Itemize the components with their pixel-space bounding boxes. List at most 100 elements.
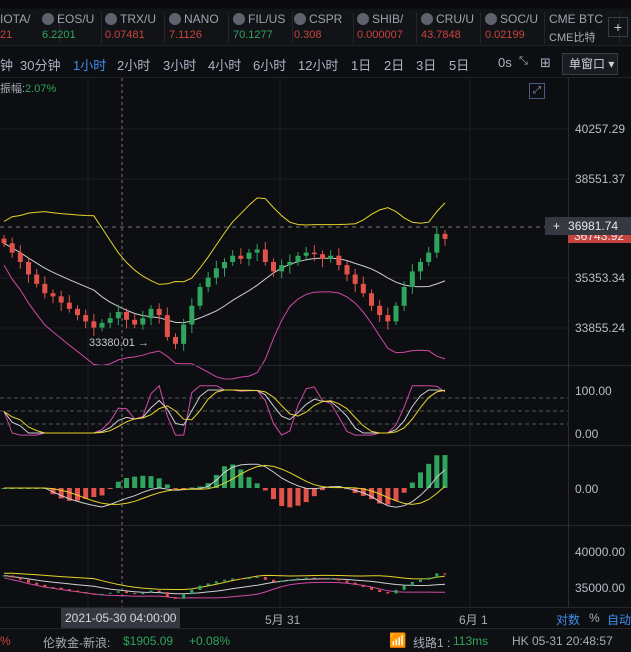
macd-histogram-bar <box>132 476 138 488</box>
coin-icon <box>485 13 497 25</box>
candle-body <box>360 283 366 294</box>
macd-histogram-bar <box>173 488 178 489</box>
ticker-price: 43.7848 <box>421 29 461 41</box>
candle-body <box>148 308 154 319</box>
candle-body <box>336 255 342 266</box>
mini-candle <box>378 589 382 593</box>
candle-body <box>222 261 227 269</box>
ticker-item[interactable]: FIL/US 70.1277 <box>229 12 293 44</box>
clock: HK 05-31 20:48:57 <box>512 634 613 648</box>
candle-body <box>262 249 268 262</box>
add-ticker-button[interactable]: + <box>608 17 628 37</box>
timeframe-tab[interactable]: 4小时 <box>208 58 242 73</box>
timeframe-tab[interactable]: 1小时 <box>73 58 107 73</box>
ticker-item[interactable]: CME BTC CME比特 <box>545 12 620 44</box>
timeframe-tab[interactable]: 钟 <box>0 58 14 73</box>
price-tick: 40257.29 <box>575 122 626 136</box>
auto-scale-toggle[interactable]: 自动 <box>607 613 631 627</box>
timeframe-tab[interactable]: 2小时 <box>117 58 151 73</box>
ticker-item[interactable]: CSPR 0.308 <box>290 12 354 44</box>
percent-scale-toggle[interactable]: % <box>589 611 600 625</box>
ticker-name: NANO <box>169 12 228 26</box>
lower-band-line <box>3 264 446 380</box>
compress-icon[interactable]: ⤡ <box>519 55 528 67</box>
osc-tick: 0.00 <box>575 427 599 441</box>
candle-body <box>115 311 121 319</box>
add-window-icon[interactable]: ⊞ <box>540 55 551 70</box>
mini-candle <box>76 590 79 593</box>
ticker-item[interactable]: IOTA/21 <box>0 12 60 44</box>
ticker-price: 70.1277 <box>233 29 273 41</box>
candle-body <box>344 265 350 275</box>
macd-histogram-bar <box>107 488 113 489</box>
mini-candle <box>427 577 431 580</box>
window-top-strip <box>0 0 631 8</box>
wifi-icon: 📶 <box>389 632 407 648</box>
time-tick: 5月 31 <box>265 613 301 627</box>
ticker-name: FIL/US <box>233 12 292 26</box>
mini-candle <box>27 579 30 583</box>
timeframe-tab[interactable]: 12小时 <box>298 58 339 73</box>
window-mode-select[interactable]: 单窗口 ▾ <box>562 53 618 75</box>
candle-body <box>58 296 64 303</box>
candle-body <box>238 255 244 259</box>
low-price-marker: 33380.01 → <box>89 337 149 349</box>
amplitude-value: 2.07% <box>25 83 57 95</box>
pane-divider <box>0 445 631 446</box>
log-scale-toggle[interactable]: 对数 <box>556 613 581 627</box>
ticker-symbol: TRX/U <box>120 12 156 26</box>
middle-band-line <box>3 242 446 324</box>
macd-histogram-bar <box>369 488 374 500</box>
candle-body <box>156 308 162 316</box>
ticker-symbol: CSPR <box>309 12 343 26</box>
candle-body <box>426 252 432 262</box>
candle-body <box>9 243 15 253</box>
macd-histogram-bar <box>279 488 285 507</box>
ticker-name: IOTA/ <box>0 12 59 26</box>
ticker-item[interactable]: EOS/U 6.2201 <box>38 12 102 44</box>
ticker-symbol: EOS/U <box>57 12 95 26</box>
ticker-item[interactable]: TRX/U 0.07481 <box>101 12 165 44</box>
crosshair-time: 2021-05-30 04:00:00 <box>61 608 181 628</box>
macd-histogram-bar <box>393 488 399 501</box>
candle-body <box>107 318 113 323</box>
macd-histogram-bar <box>442 455 448 488</box>
macd-tick: 0.00 <box>575 482 599 496</box>
timeframe-tab[interactable]: 5日 <box>449 58 470 73</box>
candle-body <box>1 238 7 244</box>
coin-icon <box>42 13 54 25</box>
mini-candle <box>419 579 422 582</box>
macd-histogram-bar <box>222 466 227 488</box>
timeframe-tab[interactable]: 30分钟 <box>20 58 61 73</box>
ticker-price: 0.000007 <box>357 29 403 41</box>
gold-label: 伦敦金-新浪: <box>43 636 111 650</box>
mini-candle <box>149 590 153 593</box>
ticker-item[interactable]: SHIB/0.000007 <box>353 12 417 44</box>
amplitude-label: 振幅: <box>0 83 26 95</box>
chart-canvas[interactable] <box>0 0 631 607</box>
timeframe-tab[interactable]: 6小时 <box>253 58 287 73</box>
gold-change: +0.08% <box>189 634 231 648</box>
timeframe-tab[interactable]: 3日 <box>416 58 437 73</box>
timeframe-tab[interactable]: 3小时 <box>163 58 197 73</box>
candle-body <box>66 302 72 309</box>
macd-histogram-bar <box>303 488 309 503</box>
macd-histogram-bar <box>230 464 236 488</box>
macd-histogram-bar <box>262 488 268 491</box>
countdown: 0s <box>498 55 512 70</box>
timeframe-tab[interactable]: 2日 <box>384 58 405 73</box>
candle-body <box>197 286 203 306</box>
ticker-item[interactable]: SOC/U 0.02199 <box>481 12 545 44</box>
timeframe-tab[interactable]: 1日 <box>351 58 372 73</box>
fullscreen-icon[interactable]: ⤢ <box>529 83 545 99</box>
ticker-name: CSPR <box>294 12 353 26</box>
crosshair-price: 36981.74 <box>568 219 619 233</box>
ticker-symbol: CME BTC <box>549 12 603 26</box>
mini-candle <box>345 580 349 583</box>
add-alert-icon[interactable]: + <box>553 219 561 233</box>
macd-histogram-bar <box>434 455 440 488</box>
ticker-item[interactable]: CRU/U 43.7848 <box>417 12 481 44</box>
macd-histogram-bar <box>50 488 56 495</box>
ticker-item[interactable]: NANO 7.1126 <box>165 12 229 44</box>
ticker-symbol: SOC/U <box>500 12 539 26</box>
